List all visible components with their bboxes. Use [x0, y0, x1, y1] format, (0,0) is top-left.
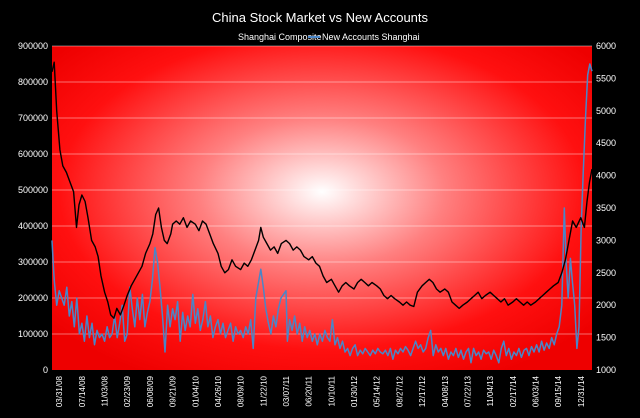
x-tick-label: 11/04/13 — [486, 375, 495, 406]
y-left-tick-label: 300000 — [18, 257, 48, 267]
x-tick-label: 02/17/14 — [509, 375, 518, 407]
x-tick-label: 03/07/11 — [282, 375, 291, 406]
y-left-tick-label: 400000 — [18, 221, 48, 231]
y-right-tick-label: 5500 — [596, 73, 616, 83]
x-tick-label: 09/21/09 — [169, 375, 178, 407]
y-right-tick-label: 3000 — [596, 235, 616, 245]
x-tick-label: 03/31/08 — [55, 375, 64, 407]
gridlines — [52, 45, 592, 335]
y-left-tick-label: 200000 — [18, 293, 48, 303]
series-line-shanghai-composite — [51, 61, 593, 319]
plot-area — [52, 46, 592, 370]
y-right-tick-label: 4500 — [596, 138, 616, 148]
y-axis-right: 1000 1500 2000 2500 3000 3500 4000 4500 5000 5500… — [596, 41, 616, 375]
legend-label-composite: Shanghai Composite — [238, 32, 322, 42]
y-left-tick-label: 600000 — [18, 149, 48, 159]
x-tick-label: 06/08/09 — [146, 375, 155, 407]
x-tick-label: 12/17/12 — [418, 375, 427, 407]
x-tick-label: 08/27/12 — [395, 375, 404, 407]
x-tick-label: 01/30/12 — [350, 375, 359, 407]
x-tick-label: 04/08/13 — [441, 375, 450, 407]
x-tick-label: 05/14/12 — [373, 375, 382, 407]
y-left-tick-label: 0 — [43, 365, 48, 375]
x-tick-label: 02/23/09 — [123, 375, 132, 407]
x-tick-label: 07/22/13 — [463, 375, 472, 407]
y-left-tick-label: 900000 — [18, 41, 48, 51]
x-axis: 03/31/08 07/14/08 11/03/08 02/23/09 06/08/09… — [55, 375, 586, 407]
y-left-tick-label: 800000 — [18, 77, 48, 87]
legend: Shanghai Composite New Accounts Shanghai — [224, 32, 420, 42]
x-tick-label: 11/03/08 — [101, 375, 110, 406]
x-tick-label: 11/22/10 — [259, 375, 268, 406]
y-right-tick-label: 3500 — [596, 203, 616, 213]
x-tick-label: 06/20/11 — [305, 375, 314, 406]
x-tick-label: 04/26/10 — [214, 375, 223, 407]
y-right-tick-label: 2000 — [596, 300, 616, 310]
y-left-tick-label: 700000 — [18, 113, 48, 123]
x-tick-label: 06/03/14 — [531, 375, 540, 407]
x-tick-label: 08/09/10 — [237, 375, 246, 407]
y-right-tick-label: 2500 — [596, 268, 616, 278]
y-axis-left: 0 100000 200000 300000 400000 500000 600000 700… — [18, 41, 48, 375]
y-right-tick-label: 4000 — [596, 171, 616, 181]
series-line-new-accounts — [51, 63, 593, 364]
x-tick-label: 01/04/10 — [191, 375, 200, 407]
y-right-tick-label: 1000 — [596, 365, 616, 375]
x-tick-label: 12/31/14 — [577, 375, 586, 407]
y-right-tick-label: 5000 — [596, 106, 616, 116]
x-tick-label: 07/14/08 — [78, 375, 87, 407]
x-tick-label: 09/15/14 — [554, 375, 563, 407]
y-left-tick-label: 100000 — [18, 329, 48, 339]
y-right-tick-label: 1500 — [596, 333, 616, 343]
legend-label-accounts: New Accounts Shanghai — [322, 32, 420, 42]
chart-title: China Stock Market vs New Accounts — [212, 10, 429, 25]
y-right-tick-label: 6000 — [596, 41, 616, 51]
series-group — [51, 61, 593, 364]
y-left-tick-label: 500000 — [18, 185, 48, 195]
x-tick-label: 10/10/11 — [327, 375, 336, 406]
